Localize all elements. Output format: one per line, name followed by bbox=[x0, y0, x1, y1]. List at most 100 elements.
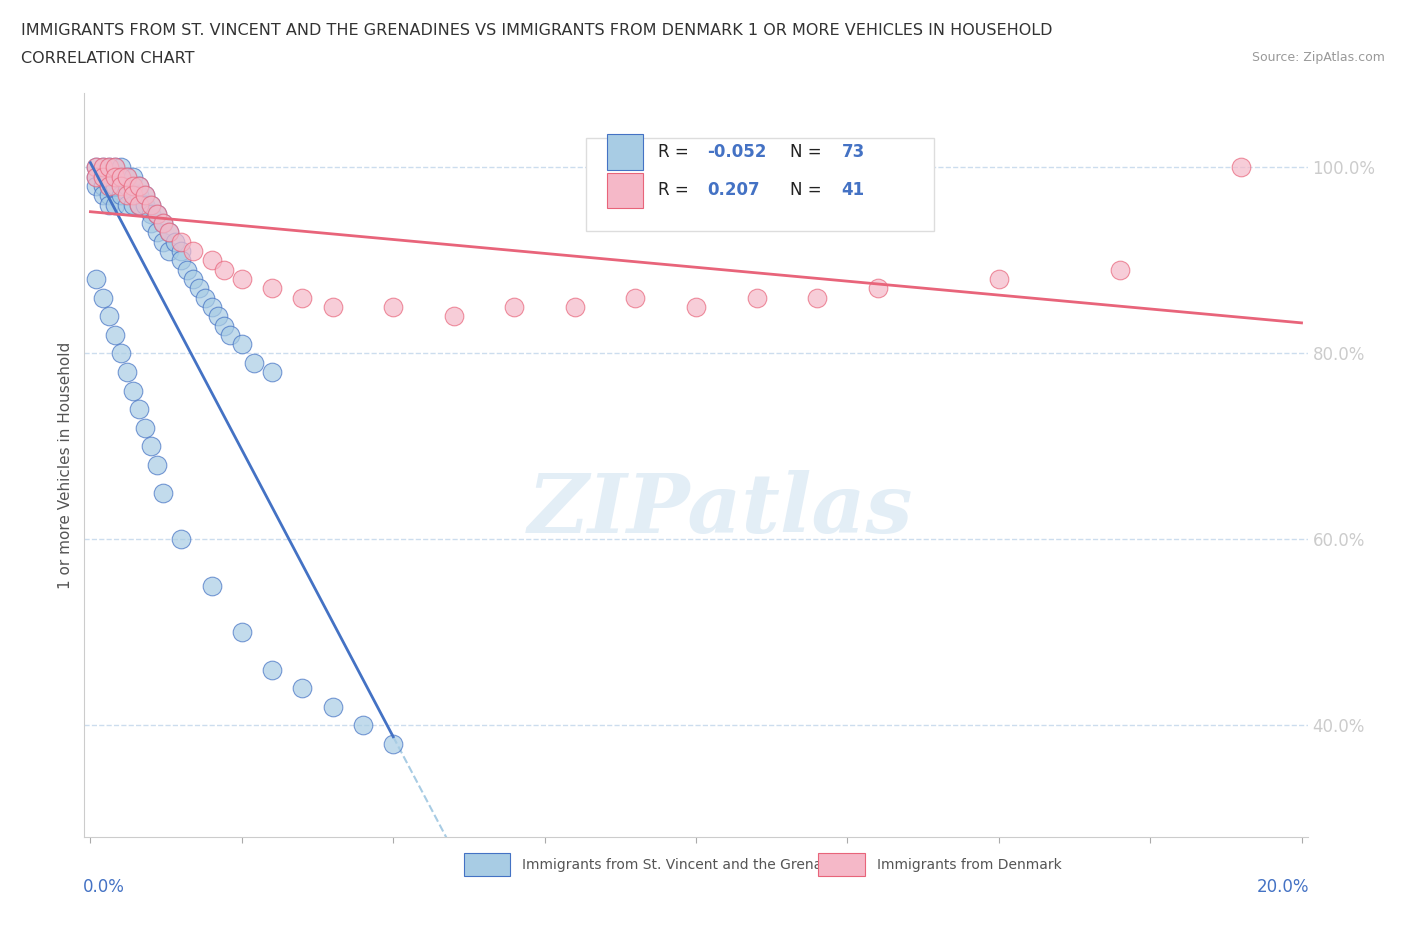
Point bbox=[165, 234, 187, 249]
Point bbox=[322, 699, 344, 714]
Text: ZIPatlas: ZIPatlas bbox=[527, 470, 912, 550]
Bar bbox=[606, 134, 644, 169]
Point bbox=[91, 290, 114, 305]
Point bbox=[183, 272, 205, 286]
Point bbox=[207, 309, 229, 324]
Point bbox=[91, 169, 114, 184]
Point bbox=[183, 244, 205, 259]
Point bbox=[200, 299, 222, 314]
Point bbox=[231, 337, 253, 352]
Point bbox=[157, 225, 180, 240]
Point bbox=[243, 355, 266, 370]
Point bbox=[121, 188, 143, 203]
FancyBboxPatch shape bbox=[586, 138, 935, 231]
Point bbox=[157, 225, 180, 240]
Point bbox=[104, 179, 127, 193]
Point bbox=[115, 365, 138, 379]
Point bbox=[152, 216, 174, 231]
Point bbox=[152, 216, 174, 231]
Point bbox=[121, 197, 143, 212]
Point bbox=[382, 299, 405, 314]
Point bbox=[104, 197, 127, 212]
Text: 0.0%: 0.0% bbox=[83, 878, 125, 896]
Point bbox=[745, 290, 768, 305]
Point bbox=[110, 346, 132, 361]
Text: R =: R = bbox=[658, 181, 699, 199]
Point bbox=[231, 625, 253, 640]
Point bbox=[806, 290, 828, 305]
Text: 41: 41 bbox=[842, 181, 865, 199]
Point bbox=[139, 197, 162, 212]
Point bbox=[91, 160, 114, 175]
Point bbox=[291, 681, 314, 696]
Point bbox=[146, 225, 169, 240]
Text: 73: 73 bbox=[842, 143, 865, 161]
Point bbox=[128, 197, 150, 212]
Point bbox=[218, 327, 240, 342]
Point bbox=[157, 244, 180, 259]
Point bbox=[503, 299, 526, 314]
Point bbox=[194, 290, 217, 305]
Text: Immigrants from St. Vincent and the Grenadines: Immigrants from St. Vincent and the Gren… bbox=[522, 858, 859, 872]
Point bbox=[115, 169, 138, 184]
Point bbox=[146, 206, 169, 221]
Y-axis label: 1 or more Vehicles in Household: 1 or more Vehicles in Household bbox=[58, 341, 73, 589]
Point bbox=[1230, 160, 1253, 175]
Point bbox=[1108, 262, 1130, 277]
Point bbox=[188, 281, 211, 296]
Point bbox=[170, 253, 193, 268]
Point bbox=[91, 169, 114, 184]
Point bbox=[97, 169, 120, 184]
Point bbox=[200, 578, 222, 593]
Text: Immigrants from Denmark: Immigrants from Denmark bbox=[877, 858, 1062, 872]
Point bbox=[110, 160, 132, 175]
Point bbox=[110, 188, 132, 203]
Point bbox=[291, 290, 314, 305]
Text: IMMIGRANTS FROM ST. VINCENT AND THE GRENADINES VS IMMIGRANTS FROM DENMARK 1 OR M: IMMIGRANTS FROM ST. VINCENT AND THE GREN… bbox=[21, 23, 1053, 38]
Point bbox=[115, 179, 138, 193]
Text: R =: R = bbox=[658, 143, 695, 161]
Point bbox=[115, 197, 138, 212]
Point bbox=[121, 383, 143, 398]
Point bbox=[97, 188, 120, 203]
Point bbox=[121, 188, 143, 203]
Point bbox=[128, 402, 150, 417]
Point bbox=[322, 299, 344, 314]
Point bbox=[86, 160, 108, 175]
Point bbox=[97, 309, 120, 324]
Point bbox=[104, 160, 127, 175]
Point bbox=[134, 197, 156, 212]
Bar bbox=[818, 854, 865, 876]
Point bbox=[382, 737, 405, 751]
Point bbox=[170, 244, 193, 259]
Point bbox=[86, 179, 108, 193]
Point bbox=[91, 179, 114, 193]
Text: 0.207: 0.207 bbox=[707, 181, 759, 199]
Text: CORRELATION CHART: CORRELATION CHART bbox=[21, 51, 194, 66]
Point bbox=[564, 299, 586, 314]
Point bbox=[86, 169, 108, 184]
Bar bbox=[464, 854, 510, 876]
Point bbox=[110, 169, 132, 184]
Point bbox=[128, 179, 150, 193]
Point bbox=[121, 179, 143, 193]
Point bbox=[134, 188, 156, 203]
Point bbox=[139, 439, 162, 454]
Point bbox=[170, 532, 193, 547]
Point bbox=[987, 272, 1010, 286]
Point bbox=[866, 281, 889, 296]
Point bbox=[86, 272, 108, 286]
Point bbox=[97, 160, 120, 175]
Point bbox=[262, 365, 284, 379]
Point bbox=[104, 169, 127, 184]
Text: Source: ZipAtlas.com: Source: ZipAtlas.com bbox=[1251, 51, 1385, 64]
Point bbox=[104, 160, 127, 175]
Point bbox=[115, 169, 138, 184]
Point bbox=[624, 290, 647, 305]
Point bbox=[176, 262, 198, 277]
Point bbox=[97, 179, 120, 193]
Point bbox=[128, 188, 150, 203]
Point bbox=[110, 169, 132, 184]
Point bbox=[128, 197, 150, 212]
Point bbox=[97, 197, 120, 212]
